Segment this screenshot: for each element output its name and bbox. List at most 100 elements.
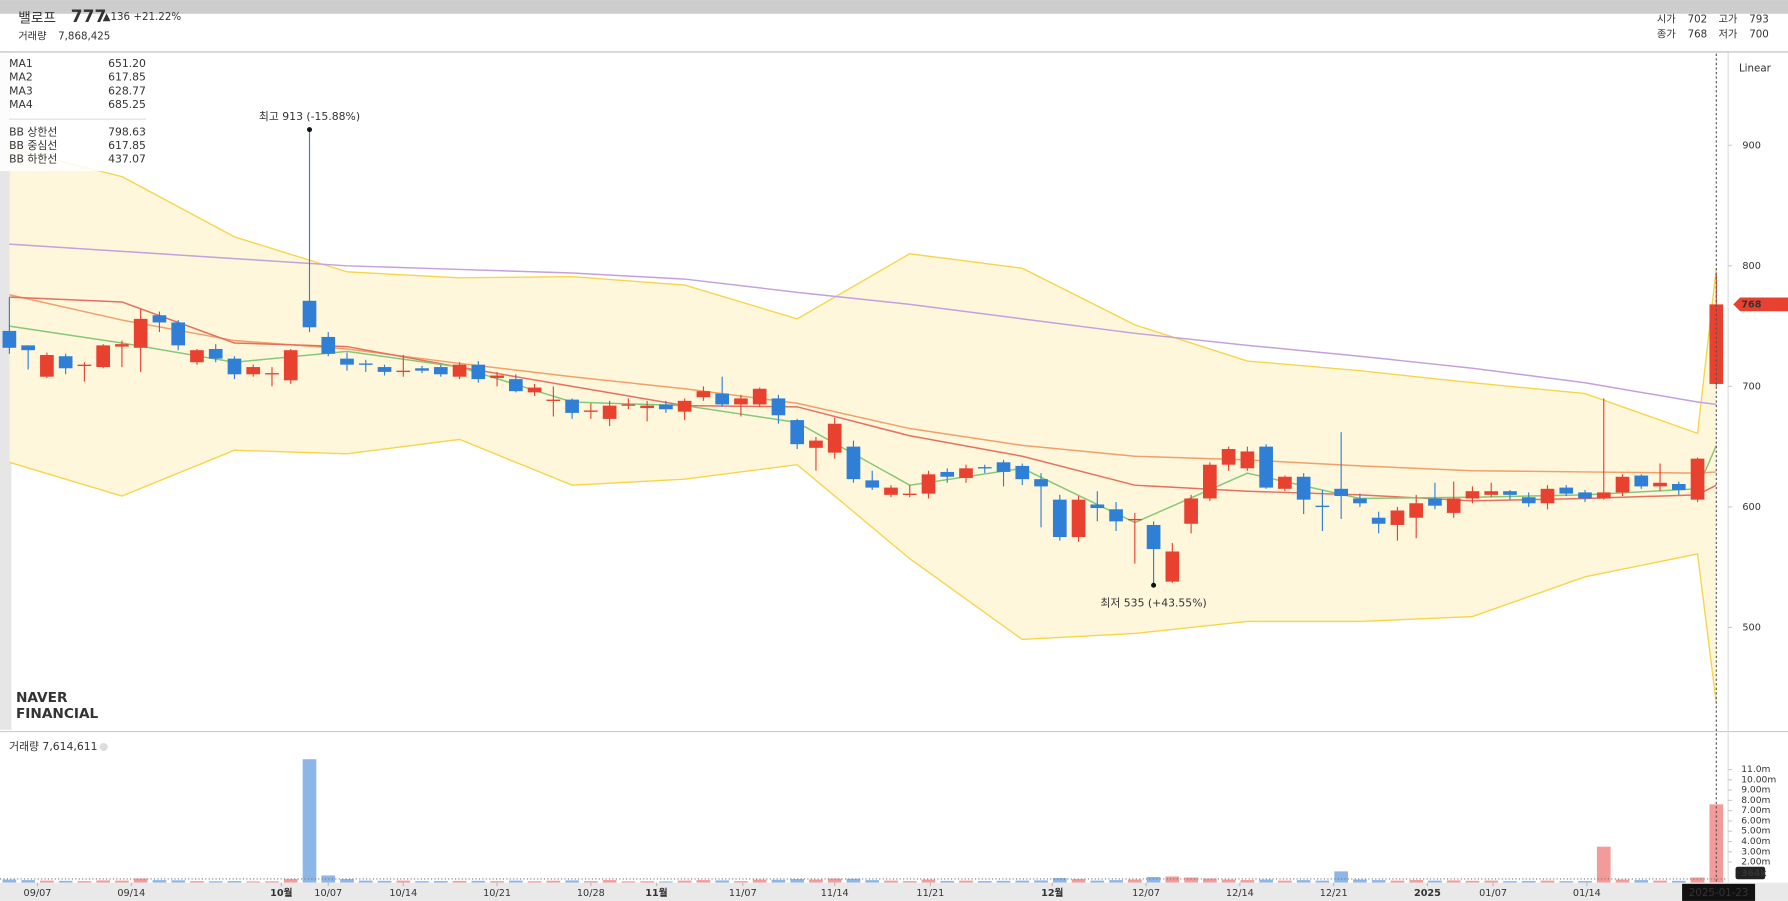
volume-bar — [1184, 877, 1198, 883]
candle-body — [565, 399, 579, 413]
candle-body — [77, 364, 92, 367]
candle-body — [1484, 491, 1499, 495]
volume-bar — [752, 879, 767, 883]
candle-body — [1446, 498, 1461, 513]
price-tag — [1733, 297, 1788, 312]
volume-bar — [265, 881, 279, 883]
legend-value: 651.20 — [108, 57, 146, 70]
candle-body — [396, 370, 411, 373]
volume-tag-label: 364k — [1741, 869, 1767, 879]
max-marker — [306, 127, 313, 133]
y-tick-label: 600 — [1742, 502, 1761, 513]
volume-bar — [1634, 880, 1649, 883]
x-tick-label: 11/21 — [916, 888, 944, 899]
candle-body — [996, 462, 1011, 472]
volume-bar — [321, 875, 336, 883]
candle-body — [1278, 476, 1292, 489]
x-tick-label: 10/14 — [389, 888, 417, 899]
min-marker — [1151, 582, 1157, 588]
volume-tick-label: 11.0m — [1741, 765, 1770, 775]
volume-bar — [696, 880, 711, 883]
x-tick-label: 2025 — [1414, 888, 1441, 899]
volume-tick-label: 8.00m — [1741, 796, 1770, 806]
candle-body — [1127, 518, 1142, 521]
volume-bar — [302, 759, 317, 883]
volume-bar — [171, 880, 186, 883]
volume-bar — [640, 881, 654, 883]
candle-body — [884, 487, 898, 495]
stat-value: 793 — [1749, 13, 1769, 25]
volume-bar — [1146, 877, 1161, 883]
legend-name: BB 상한선 — [9, 125, 57, 138]
scale-button[interactable]: Linear — [1739, 62, 1772, 74]
volume-bar — [1540, 880, 1555, 883]
volume-bar — [809, 879, 823, 883]
volume-bar — [1578, 881, 1592, 883]
volume-settings-icon[interactable] — [99, 742, 108, 751]
candle-body — [602, 405, 617, 419]
candle-body — [1671, 483, 1686, 491]
volume-bar — [58, 880, 73, 883]
volume-bar — [1503, 881, 1517, 883]
candle-body — [283, 350, 298, 381]
candle-body — [1634, 475, 1649, 487]
candle-body — [1184, 498, 1198, 524]
candle-body — [433, 367, 448, 375]
volume-bar — [208, 881, 223, 883]
stat-label: 시가 — [1657, 13, 1676, 25]
candle-body — [1334, 488, 1349, 497]
candle-body — [265, 373, 279, 375]
candle-body — [1071, 499, 1086, 538]
volume-title: 거래량 7,614,611 — [9, 740, 97, 753]
x-tick-label: 10/21 — [483, 888, 511, 899]
volume-bar — [283, 879, 298, 883]
volume-bar — [677, 880, 692, 883]
candle-layer — [2, 129, 1724, 586]
volume-bar — [1127, 879, 1142, 883]
moving-average — [9, 296, 1717, 502]
candle-body — [621, 404, 636, 406]
volume-tick-label: 3.00m — [1741, 847, 1770, 857]
axis-layer: 500 600 700 800 900 2.00m3.00m4.00m5.00m6.00m… — [24, 140, 1777, 899]
date-tag-label: 2025-01-23 — [1689, 887, 1749, 899]
volume-bar — [1109, 880, 1123, 883]
volume-bar — [659, 881, 673, 883]
watermark: FINANCIAL — [16, 706, 99, 722]
volume-bar — [1596, 846, 1611, 883]
y-tick-label: 500 — [1742, 622, 1761, 633]
candle-body — [734, 398, 748, 405]
volume-bar — [546, 880, 561, 883]
candle-body — [58, 356, 73, 369]
y-tick-label: 700 — [1742, 381, 1761, 392]
volume-bar — [1690, 877, 1705, 883]
volume-bar — [377, 880, 392, 883]
candle-body — [1578, 492, 1592, 499]
volume-bar — [1278, 880, 1292, 883]
candle-body — [1259, 446, 1273, 488]
volume-bar — [734, 881, 748, 883]
candle-body — [1034, 479, 1048, 487]
x-tick-label: 12/07 — [1132, 888, 1160, 899]
volume-bar — [771, 879, 786, 883]
volume-tick-label: 9.00m — [1741, 786, 1770, 796]
legend-name: MA4 — [9, 98, 33, 111]
volume-bar — [2, 879, 17, 883]
candle-body — [1596, 492, 1611, 499]
candle-body — [584, 410, 598, 412]
candle-body — [246, 367, 261, 375]
stat-label: 저가 — [1718, 28, 1737, 40]
volume-bar — [996, 880, 1011, 883]
candle-body — [752, 388, 767, 405]
volume-bar — [1015, 880, 1030, 883]
candle-body — [809, 440, 823, 448]
volume-bar — [1484, 880, 1499, 883]
candle-body — [1015, 465, 1030, 480]
candle-body — [959, 468, 973, 478]
candle-body — [133, 318, 148, 348]
volume-bar — [865, 880, 880, 883]
volume-tick-label: 10.00m — [1741, 775, 1776, 785]
candle-body — [1428, 498, 1442, 506]
candle-body — [527, 387, 542, 393]
volume-bar — [527, 881, 542, 883]
legend-background — [0, 53, 154, 172]
